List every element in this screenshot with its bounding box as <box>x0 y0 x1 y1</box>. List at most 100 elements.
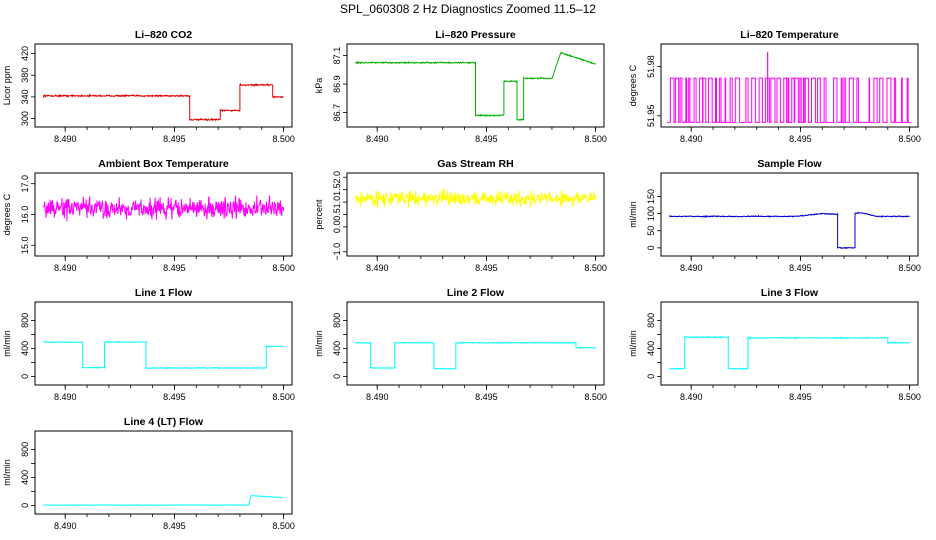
x-tick-label: 8.490 <box>366 134 389 144</box>
y-tick-label: 15.0 <box>20 237 30 255</box>
x-tick-label: 8.495 <box>163 263 186 273</box>
data-layer <box>355 341 596 370</box>
panel-line-1-flow: Line 1 Flow ml/min 8.490 8.495 8.500 0 400 800 <box>2 287 295 402</box>
series-line <box>355 341 596 370</box>
panel-title: Line 2 Flow <box>447 287 505 299</box>
x-tick-label: 8.500 <box>272 134 295 144</box>
y-axis-label: ml/min <box>628 201 638 228</box>
series-line <box>668 211 910 250</box>
y-tick-label: 400 <box>20 470 30 485</box>
panel-li820-temperature: Li–820 Temperature degrees C 8.490 8.495 8.5… <box>628 29 921 144</box>
x-tick-label: 8.490 <box>680 134 703 144</box>
panel-gas-stream-rh: Gas Stream RH percent 8.490 8.495 8.500 −1.0 0… <box>314 158 607 273</box>
x-tick-label: 8.500 <box>584 134 607 144</box>
panel-title: Sample Flow <box>757 158 822 170</box>
data-layer <box>668 211 910 250</box>
y-axis: 300 340 380 420 <box>20 46 35 126</box>
x-tick-label: 8.490 <box>680 392 703 402</box>
x-tick-label: 8.490 <box>366 392 389 402</box>
y-axis: 0 50 100 150 <box>646 189 661 250</box>
y-tick-label: 50 <box>646 226 656 236</box>
x-tick-label: 8.500 <box>898 392 921 402</box>
y-tick-label: 87.1 <box>332 47 342 65</box>
data-layer <box>43 495 284 506</box>
x-tick-label: 8.490 <box>54 521 77 531</box>
y-axis: 86.7 86.9 87.1 <box>332 47 347 121</box>
x-tick-label: 8.495 <box>163 134 186 144</box>
x-axis: 8.490 8.495 8.500 <box>54 385 295 402</box>
page-title: SPL_060308 2 Hz Diagnostics Zoomed 11.5–… <box>340 2 596 16</box>
data-layer <box>355 51 596 122</box>
x-tick-label: 8.490 <box>680 263 703 273</box>
y-axis: 0 400 800 <box>20 442 35 508</box>
y-axis-label: ml/min <box>628 330 638 357</box>
panel-sample-flow: Sample Flow ml/min 8.490 8.495 8.500 0 50 100 15… <box>628 158 921 273</box>
x-tick-label: 8.495 <box>789 392 812 402</box>
y-tick-label: 0.5 <box>332 208 342 221</box>
data-layer <box>669 335 910 371</box>
x-tick-label: 8.500 <box>898 263 921 273</box>
panel-line-2-flow: Line 2 Flow ml/min 8.490 8.495 8.500 0 400 800 <box>314 287 607 402</box>
series-line <box>43 195 285 222</box>
panel-ambient-box-temperature: Ambient Box Temperature degrees C 8.490 8.4… <box>2 158 295 273</box>
x-tick-label: 8.490 <box>54 263 77 273</box>
series-line <box>43 495 284 506</box>
data-layer <box>354 188 597 209</box>
y-axis-label: Licor ppm <box>2 66 12 106</box>
panel-title: Line 1 Flow <box>135 287 193 299</box>
y-axis-label: degrees C <box>628 64 638 106</box>
y-tick-label: 400 <box>646 341 656 356</box>
y-tick-label: 800 <box>20 442 30 457</box>
y-tick-label: 300 <box>20 111 30 126</box>
panel-li820-co2: Li–820 CO2 Licor ppm 8.490 8.495 8.500 300 340… <box>2 29 295 144</box>
y-tick-label: 100 <box>646 206 656 221</box>
y-tick-label: 0.0 <box>332 221 342 234</box>
y-tick-label: 400 <box>20 341 30 356</box>
panel-title: Ambient Box Temperature <box>98 158 229 170</box>
x-tick-label: 8.495 <box>163 521 186 531</box>
y-tick-label: 380 <box>20 68 30 83</box>
x-tick-label: 8.500 <box>898 134 921 144</box>
x-tick-label: 8.495 <box>789 263 812 273</box>
y-axis: 0 400 800 <box>332 313 347 379</box>
x-tick-label: 8.500 <box>272 392 295 402</box>
y-axis-label: degrees C <box>2 193 12 235</box>
x-axis: 8.490 8.495 8.500 <box>366 127 607 144</box>
x-tick-label: 8.500 <box>272 521 295 531</box>
y-tick-label: 150 <box>646 189 656 204</box>
data-layer <box>43 195 285 222</box>
y-tick-label: 420 <box>20 46 30 61</box>
series-line <box>355 51 596 122</box>
y-tick-label: 16.0 <box>20 206 30 224</box>
y-axis: 15.0 16.0 17.0 <box>20 175 35 254</box>
y-tick-label: 800 <box>332 313 342 328</box>
panel-title: Li–820 Pressure <box>435 29 516 41</box>
x-axis: 8.490 8.495 8.500 <box>680 385 921 402</box>
y-tick-label: 51.95 <box>646 105 656 128</box>
y-axis: 51.95 51.98 <box>646 55 661 127</box>
y-tick-label: 800 <box>20 313 30 328</box>
x-tick-label: 8.500 <box>584 263 607 273</box>
y-axis-label: ml/min <box>2 330 12 357</box>
plot-frame <box>346 301 605 386</box>
y-axis-label: percent <box>314 199 324 230</box>
y-tick-label: 2.0 <box>332 171 342 184</box>
x-tick-label: 8.495 <box>475 392 498 402</box>
panel-title: Li–820 CO2 <box>135 29 192 41</box>
x-tick-label: 8.495 <box>789 134 812 144</box>
x-axis: 8.490 8.495 8.500 <box>680 127 921 144</box>
panel-title: Gas Stream RH <box>437 158 513 170</box>
data-layer <box>42 82 284 122</box>
y-tick-label: 0 <box>332 374 342 379</box>
x-tick-label: 8.490 <box>54 134 77 144</box>
x-tick-label: 8.500 <box>272 263 295 273</box>
y-tick-label: 0 <box>646 245 656 250</box>
x-tick-label: 8.490 <box>366 263 389 273</box>
y-tick-label: 86.9 <box>332 75 342 93</box>
x-axis: 8.490 8.495 8.500 <box>54 127 295 144</box>
x-tick-label: 8.495 <box>475 263 498 273</box>
plot-frame <box>660 172 919 257</box>
y-tick-label: 1.5 <box>332 183 342 196</box>
